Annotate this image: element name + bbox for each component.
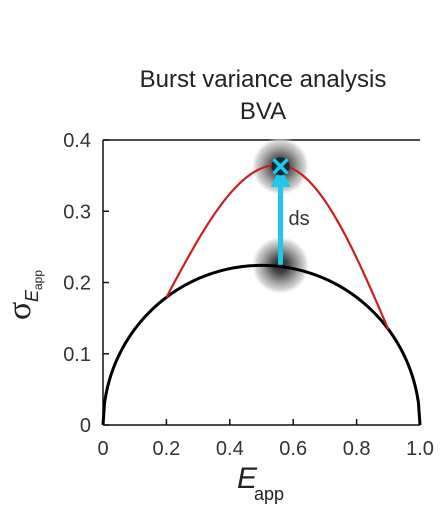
x-tick-label: 0.8 [343,438,371,460]
y-tick-label: 0.3 [63,201,91,223]
x-tick-label: 0.2 [152,438,180,460]
chart-subtitle: BVA [239,98,287,125]
y-tick-label: 0.1 [63,344,91,366]
x-tick-label: 0.6 [279,438,307,460]
x-tick-label: 0.4 [216,438,244,460]
y-axis-label: σ [1,302,38,320]
x-tick-label: 1.0 [406,438,434,460]
series-black-curve [101,263,422,426]
chart-title: Burst variance analysis [139,66,387,93]
x-axis-label-sub: app [254,484,284,504]
ds-annotation: ds [289,208,310,230]
x-marker [271,157,290,176]
y-tick-label: 0 [80,415,91,437]
x-tick-label: 0 [97,438,108,460]
x-axis-label: E [237,462,258,495]
y-tick-label: 0.2 [63,273,91,295]
y-axis-label-sub: E [22,289,42,302]
y-axis-label-subsub: app [31,270,45,290]
y-tick-label: 0.4 [63,130,91,152]
